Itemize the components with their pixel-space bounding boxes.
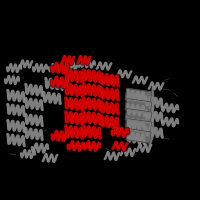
Polygon shape [125, 99, 152, 113]
Polygon shape [125, 89, 152, 103]
Polygon shape [125, 109, 152, 123]
Polygon shape [150, 116, 154, 139]
Polygon shape [126, 129, 151, 143]
Polygon shape [150, 96, 154, 119]
Polygon shape [150, 106, 154, 129]
Polygon shape [125, 119, 152, 133]
Polygon shape [150, 86, 154, 109]
Polygon shape [149, 126, 153, 149]
